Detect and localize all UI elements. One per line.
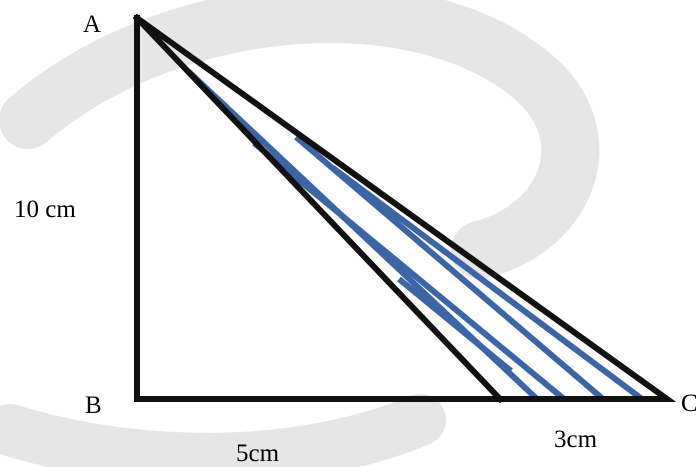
vertex-label-a: A <box>83 11 102 38</box>
vertex-label-c: C <box>681 390 696 417</box>
hatch-line-4 <box>397 276 513 374</box>
length-label-ab: 10 cm <box>14 196 76 223</box>
triangle-abc <box>132 13 677 402</box>
hatch-line-5 <box>331 165 644 402</box>
length-label-bd: 5cm <box>236 440 280 467</box>
segment-ad <box>132 13 505 404</box>
hatch-lines <box>185 68 644 402</box>
hatch-line-2 <box>252 140 566 402</box>
length-label-dc: 3cm <box>554 426 598 453</box>
watermark-arc-bottom <box>0 394 446 467</box>
triangle-outline <box>132 13 677 404</box>
vertex-label-b: B <box>85 392 102 419</box>
